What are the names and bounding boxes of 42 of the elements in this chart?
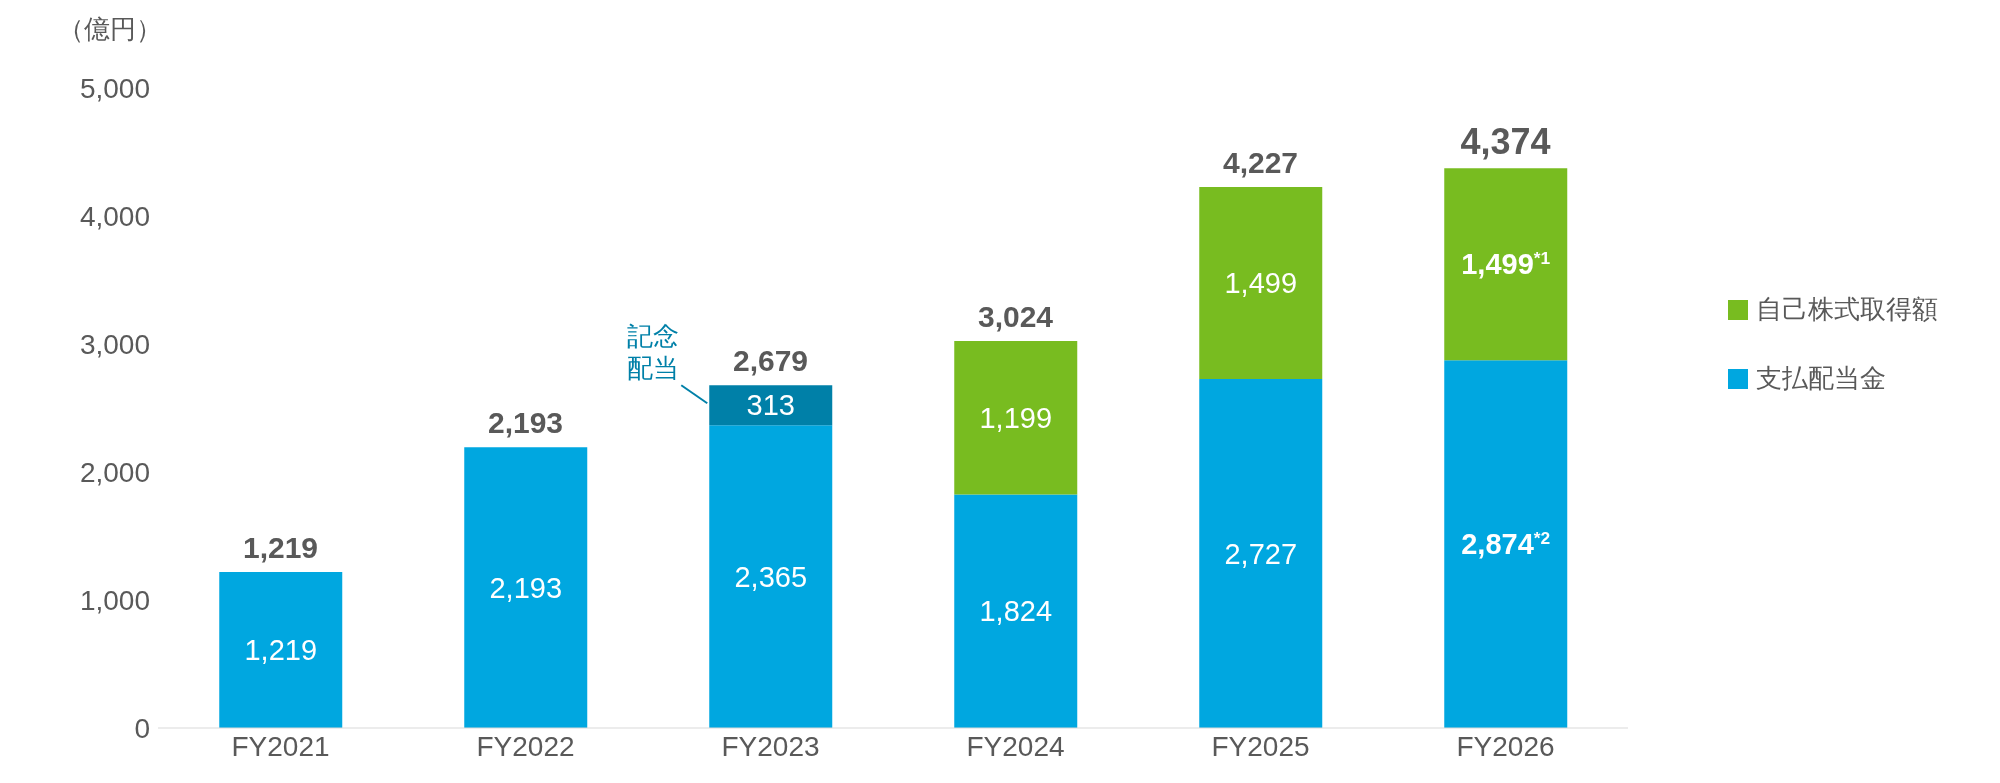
annotation: 記念配当 [627,321,680,384]
y-tick-label: 4,000 [79,200,150,232]
bar [954,341,1078,495]
y-tick-label: 3,000 [79,328,150,360]
data-label: 1,824 [979,595,1053,628]
y-tick-label: 2,000 [79,456,150,488]
data-label: 313 [746,389,795,422]
bar [954,494,1078,728]
data-label: 1,199 [979,401,1053,434]
total-label: 4,374 [1460,121,1551,163]
bar [1444,168,1568,361]
data-label: 2,193 [489,571,563,604]
data-label: 1,499$^{*1}$ [1461,248,1551,281]
bar [709,385,833,426]
bar [1199,187,1323,379]
x-tick-label: FY2024 [966,730,1065,762]
x-tick-label: FY2026 [1456,730,1555,762]
bar [219,571,343,728]
data-label: 1,219 [244,634,318,667]
bar [709,425,833,728]
data-label: 1,499 [1224,267,1298,300]
legend-label: 支払配当金 [1756,362,1886,395]
bar [1199,378,1323,728]
y-tick-label: 1,000 [79,584,150,616]
data-label: 2,874$^{*2}$ [1461,528,1551,561]
total-label: 4,227 [1222,146,1299,180]
bar [1444,360,1568,728]
total-label: 2,679 [732,344,809,378]
x-tick-label: FY2025 [1211,730,1310,762]
x-tick-label: FY2021 [231,730,330,762]
data-label: 2,365 [734,560,808,593]
data-label: 2,727 [1224,537,1298,570]
bar [464,447,588,728]
total-label: 2,193 [487,406,564,440]
y-tick-label: 5,000 [79,72,150,104]
y-tick-label: 0 [134,712,150,744]
x-tick-label: FY2022 [476,730,575,762]
total-label: 3,024 [977,300,1054,334]
x-tick-label: FY2023 [721,730,820,762]
y-axis-title: （億円） [58,14,162,44]
legend-label: 自己株式取得額 [1756,293,1938,326]
total-label: 1,219 [242,530,319,564]
